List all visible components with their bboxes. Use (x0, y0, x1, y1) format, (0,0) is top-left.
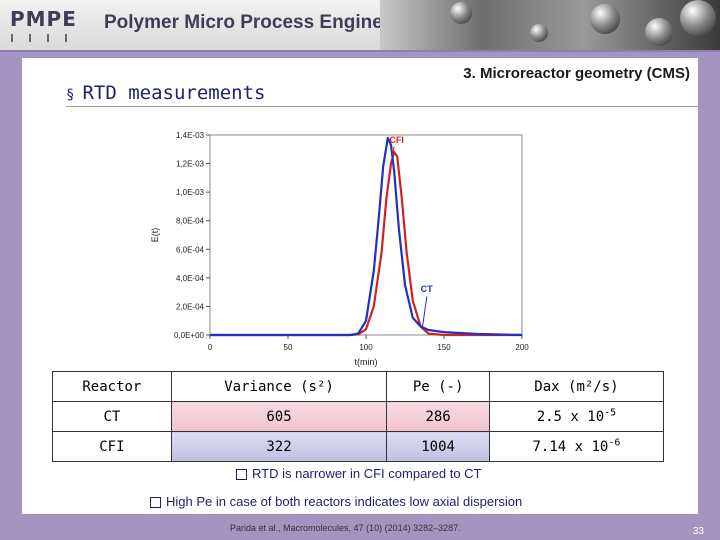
y-tick-label: 2,0E-04 (176, 302, 205, 311)
y-tick-label: 0,0E+00 (174, 331, 205, 340)
table-header-row: Reactor Variance (s²) Pe (-) Dax (m²/s) (52, 371, 665, 402)
cell-variance: 605 (170, 401, 388, 432)
header-image-strip (380, 0, 720, 50)
x-axis-label: t(min) (355, 357, 378, 367)
citation: Parida et al., Macromolecules, 47 (10) (… (230, 523, 461, 533)
table-row: CT 605 286 2.5 x 10-5 (52, 401, 665, 432)
section-title-text: RTD measurements (82, 82, 266, 104)
pmpe-logo: PMPE (10, 7, 77, 42)
cell-reactor: CFI (52, 431, 172, 462)
header-pe: Pe (-) (386, 371, 490, 402)
header-variance: Variance (s²) (170, 371, 388, 402)
header-banner: PMPE Polymer Micro Process Engineering (0, 0, 720, 52)
y-tick-label: 6,0E-04 (176, 245, 205, 254)
cell-reactor: CT (52, 401, 172, 432)
annotation-cfi: CFI (389, 135, 404, 145)
y-tick-label: 1,2E-03 (176, 160, 205, 169)
header-dax: Dax (m²/s) (488, 371, 665, 402)
checkbox-bullet-icon (236, 469, 247, 481)
x-tick-label: 150 (437, 343, 451, 352)
plot-area (209, 134, 523, 336)
note-high-pe: High Pe in case of both reactors indicat… (150, 494, 522, 509)
cell-dax: 7.14 x 10-6 (488, 431, 665, 462)
table-row: CFI 322 1004 7.14 x 10-6 (52, 431, 665, 462)
cell-variance: 322 (170, 431, 388, 462)
cell-pe: 1004 (386, 431, 490, 462)
rtd-table: Reactor Variance (s²) Pe (-) Dax (m²/s) … (52, 371, 665, 462)
y-tick-label: 4,0E-04 (176, 274, 205, 283)
x-tick-label: 50 (284, 343, 293, 352)
header-reactor: Reactor (52, 371, 172, 402)
svg-text:PMPE: PMPE (10, 7, 77, 31)
y-axis-label: E(t) (150, 228, 160, 243)
header-title: Polymer Micro Process Engineering (104, 12, 430, 33)
series-line-ct (210, 136, 523, 337)
cell-pe: 286 (386, 401, 490, 432)
x-tick-label: 200 (515, 343, 529, 352)
x-tick-label: 100 (359, 343, 373, 352)
slide-heading: 3. Microreactor geometry (CMS) (463, 65, 690, 82)
y-tick-label: 1,0E-03 (176, 188, 205, 197)
checkbox-bullet-icon (150, 497, 161, 509)
rtd-chart: 0,0E+00 2,0E-04 4,0E-04 6,0E-04 8,0E-04 1,0E-… (150, 131, 529, 367)
note-narrower: RTD is narrower in CFI compared to CT (236, 466, 482, 481)
cell-dax: 2.5 x 10-5 (488, 401, 665, 432)
annotation-ct: CT (421, 284, 433, 294)
section-bullet: § (66, 87, 75, 103)
section-title: § RTD measurements (66, 82, 706, 107)
y-tick-label: 1,4E-03 (176, 131, 205, 140)
annotation-ct-arrow (421, 296, 428, 330)
x-tick-label: 0 (208, 343, 213, 352)
y-tick-label: 8,0E-04 (176, 217, 205, 226)
annotation-cfi-arrow (392, 146, 395, 156)
page-number: 33 (692, 526, 704, 537)
